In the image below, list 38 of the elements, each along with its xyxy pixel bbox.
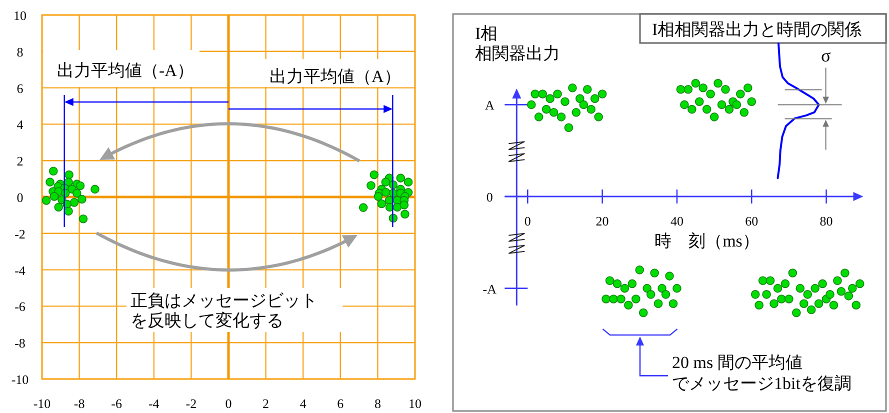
x-tick-label: 2 xyxy=(262,396,270,411)
x-tick-label: 60 xyxy=(745,214,758,228)
annotation: 正負はメッセージビットを反映して変化する xyxy=(130,291,318,330)
x-tick-label: -2 xyxy=(186,396,197,411)
y-tick-label: -4 xyxy=(14,262,26,278)
annotation: A xyxy=(484,98,495,113)
y-tick-label: -2 xyxy=(14,226,26,242)
x-tick-label: 8 xyxy=(374,396,381,411)
x-tick-label: 40 xyxy=(670,214,684,228)
ref-line-label: 出力平均値（-A） xyxy=(57,61,194,80)
x-tick-label: 4 xyxy=(300,396,307,411)
x-axis-title: 時 刻（ms） xyxy=(654,232,760,250)
text: 20 ms 間の平均値でメッセージ1bitを復調 xyxy=(672,353,852,393)
x-tick-label: -6 xyxy=(111,396,123,411)
y-tick-label: -6 xyxy=(14,299,26,314)
y-tick-label: 10 xyxy=(14,8,26,23)
y-tick-label: 4 xyxy=(16,117,24,132)
y-tick-label: 6 xyxy=(16,80,24,96)
x-tick-label: 6 xyxy=(337,396,344,411)
y-tick-label: 8 xyxy=(16,44,24,60)
x-tick-label: 20 xyxy=(596,214,609,228)
x-tick-label: -10 xyxy=(33,396,51,411)
x-tick-label: 10 xyxy=(408,396,422,411)
ref-line-label: 出力平均値（A） xyxy=(270,67,401,86)
x-tick-label: 0 xyxy=(225,396,232,411)
x-tick-label: -4 xyxy=(148,396,160,411)
annotation: -A xyxy=(482,281,498,296)
y-tick-label: -10 xyxy=(11,372,29,387)
annotation: 0 xyxy=(486,190,493,204)
y-tick-label: -8 xyxy=(14,336,26,351)
x-tick-label: -8 xyxy=(74,396,85,411)
chart-title: I相相関器出力と時間の関係 xyxy=(652,20,862,39)
y-tick-label: 0 xyxy=(16,190,24,205)
x-tick-label: 80 xyxy=(820,214,833,228)
y-axis-title: I相相関器出力 xyxy=(475,24,560,63)
annotation: σ xyxy=(820,46,831,66)
y-tick-label: 2 xyxy=(16,154,24,169)
x-tick-label: 0 xyxy=(524,214,531,228)
